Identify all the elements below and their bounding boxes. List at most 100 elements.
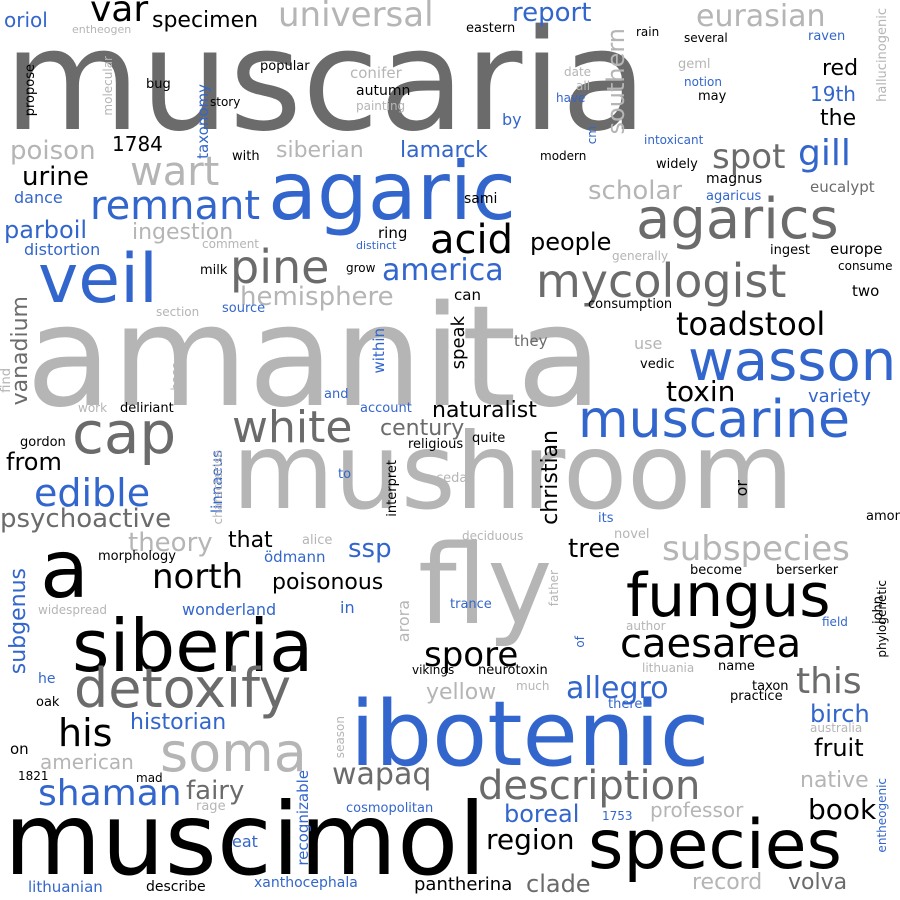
word: europe — [830, 240, 883, 258]
word: century — [380, 416, 465, 441]
word: work — [78, 401, 108, 415]
word: cedar — [436, 471, 473, 486]
word: ssp — [348, 534, 392, 564]
word: among — [866, 509, 900, 524]
word: muscarine — [578, 390, 850, 450]
word: fruit — [814, 734, 864, 762]
word: america — [382, 253, 504, 288]
word: birch — [810, 700, 870, 728]
word: ring — [378, 224, 408, 242]
word: spore — [424, 635, 519, 675]
word: professor — [650, 798, 744, 822]
word: taxonomy — [194, 84, 212, 159]
word: white — [232, 402, 353, 453]
word: on — [10, 740, 29, 758]
word: and — [324, 387, 349, 402]
word: this — [796, 661, 862, 702]
word: to — [338, 467, 352, 482]
word: species — [588, 806, 842, 885]
word: amanita — [26, 276, 603, 439]
word: consume — [838, 259, 893, 273]
word: oak — [36, 695, 60, 710]
word: sami — [464, 191, 498, 207]
word: wart — [130, 149, 220, 195]
word: rain — [636, 25, 660, 39]
word: southern — [602, 28, 630, 135]
word: hallucinogenic — [875, 8, 890, 102]
word: eurasian — [696, 0, 826, 34]
word: deciduous — [462, 529, 524, 543]
word: or — [732, 480, 751, 497]
word: vikings — [412, 663, 455, 677]
word: mushroom — [232, 411, 794, 533]
word: lithuania — [642, 661, 695, 675]
word: pantherina — [414, 874, 513, 895]
word: variety — [808, 386, 871, 407]
word: muscimol — [4, 781, 487, 898]
word: gill — [798, 133, 851, 174]
word: quite — [472, 431, 506, 446]
word: there — [608, 697, 643, 712]
word: gordon — [20, 435, 66, 450]
word: veil — [38, 240, 158, 319]
word: agarics — [636, 187, 839, 252]
word: psychoactive — [0, 504, 172, 534]
word: season — [333, 716, 347, 759]
word: trance — [450, 597, 492, 612]
word: clade — [526, 870, 591, 898]
word: description — [478, 763, 701, 809]
word: record — [692, 870, 763, 895]
word: var — [90, 0, 149, 30]
word: section — [156, 305, 200, 319]
word: naturalist — [432, 398, 537, 423]
word: eucalypt — [810, 178, 875, 196]
word: that — [228, 528, 273, 553]
word: painting — [356, 99, 406, 113]
word: christian — [538, 430, 563, 525]
word: propose — [23, 64, 38, 117]
word: dance — [14, 188, 63, 207]
word: allegro — [566, 671, 669, 706]
word: entheogenic — [875, 778, 889, 853]
word: cm — [585, 126, 599, 145]
word: pine — [230, 240, 330, 294]
word: fly — [418, 521, 553, 649]
word: bug — [146, 77, 171, 92]
word: agaricus — [706, 189, 762, 204]
word: neurotoxin — [478, 663, 548, 678]
word: a — [40, 523, 90, 616]
word: field — [822, 615, 848, 629]
word: siberian — [276, 138, 364, 163]
word: north — [152, 557, 244, 597]
word: much — [516, 679, 550, 693]
word: morphology — [98, 549, 176, 564]
word: acid — [430, 217, 514, 263]
word: its — [598, 511, 614, 526]
word: may — [698, 89, 727, 104]
word: author — [626, 619, 666, 633]
word: mycologist — [536, 254, 787, 308]
word: subgenus — [6, 568, 31, 675]
word: widespread — [38, 603, 108, 617]
word: speak — [448, 316, 469, 370]
word: consumption — [588, 297, 673, 312]
word: story — [210, 95, 241, 109]
word: have — [556, 91, 586, 105]
word: australia — [810, 721, 863, 735]
word: spot — [712, 137, 786, 177]
word: yellow — [426, 680, 497, 705]
word: name — [718, 659, 755, 674]
word: of — [573, 636, 587, 648]
word: distortion — [24, 240, 101, 259]
word: wapaq — [332, 757, 432, 792]
word: from — [6, 448, 62, 476]
word: detoxify — [74, 657, 292, 720]
word: book — [808, 793, 877, 826]
word: find — [0, 368, 14, 393]
word: religious — [408, 437, 464, 452]
word: arora — [394, 600, 413, 643]
word: conifer — [350, 64, 402, 82]
word: shaman — [38, 773, 182, 814]
word: in — [340, 598, 355, 617]
word: boreal — [504, 800, 580, 828]
